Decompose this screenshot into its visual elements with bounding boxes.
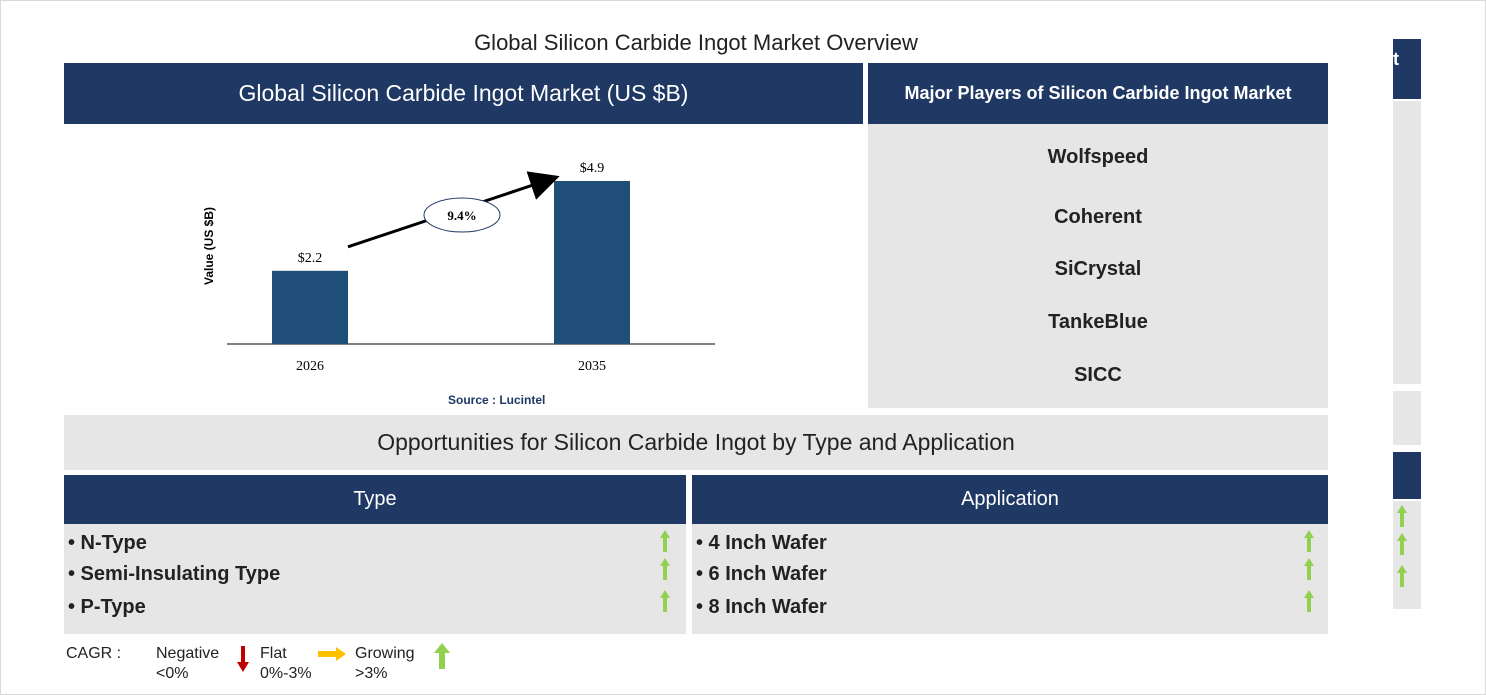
side-strip-header bbox=[1393, 452, 1421, 499]
application-list: • 4 Inch Wafer • 6 Inch Wafer • 8 Inch W… bbox=[692, 524, 1328, 634]
player-name: TankeBlue bbox=[1048, 311, 1148, 333]
negative-arrow-icon bbox=[237, 646, 249, 672]
player-name: Wolfspeed bbox=[1047, 146, 1149, 168]
legend-growing-label: Growing >3% bbox=[355, 644, 415, 684]
growing-arrow-icon bbox=[434, 643, 450, 669]
legend-flat-label: Flat 0%-3% bbox=[260, 644, 312, 684]
player-name: SICC bbox=[1074, 364, 1122, 386]
type-header: Type bbox=[64, 475, 686, 524]
chart-panel-header: Global Silicon Carbide Ingot Market (US … bbox=[64, 63, 863, 124]
type-item: • Semi-Insulating Type bbox=[68, 563, 281, 585]
legend-flat-range: 0%-3% bbox=[260, 665, 312, 682]
legend-growing-text: Growing bbox=[355, 645, 415, 662]
growing-arrow-icon bbox=[660, 590, 670, 612]
growing-arrow-icon bbox=[1304, 558, 1314, 580]
chart-source: Source : Lucintel bbox=[448, 393, 546, 407]
flat-arrow-icon bbox=[318, 647, 346, 661]
x-tick-label: 2026 bbox=[296, 359, 324, 374]
legend-growing-range: >3% bbox=[355, 665, 388, 682]
bar-2026 bbox=[272, 270, 348, 344]
type-list: • N-Type • Semi-Insulating Type • P-Type bbox=[64, 524, 686, 634]
growing-arrow-icon bbox=[660, 558, 670, 580]
x-tick-label: 2035 bbox=[578, 359, 606, 374]
data-label: $2.2 bbox=[298, 251, 323, 266]
players-list: Wolfspeed Coherent SiCrystal TankeBlue S… bbox=[868, 124, 1328, 408]
cagr-ellipse bbox=[423, 197, 501, 233]
side-strip-header-text: t bbox=[1393, 49, 1399, 69]
type-item: • N-Type bbox=[68, 532, 147, 554]
legend-negative-text: Negative bbox=[156, 645, 220, 662]
player-name: SiCrystal bbox=[1054, 258, 1142, 280]
cagr-label: 9.4% bbox=[447, 208, 476, 223]
legend-flat-text: Flat bbox=[260, 645, 287, 662]
growing-arrow-icon bbox=[660, 530, 670, 552]
data-label: $4.9 bbox=[580, 161, 605, 176]
application-item: • 6 Inch Wafer bbox=[696, 563, 827, 585]
application-header: Application bbox=[692, 475, 1328, 524]
growing-arrow-icon bbox=[1397, 505, 1407, 527]
legend-negative-label: Negative <0% bbox=[156, 644, 219, 684]
players-panel-header: Major Players of Silicon Carbide Ingot M… bbox=[868, 63, 1328, 124]
type-item: • P-Type bbox=[68, 596, 146, 618]
y-axis-label: Value (US $B) bbox=[202, 207, 216, 285]
application-item: • 4 Inch Wafer bbox=[696, 532, 827, 554]
bar-2035 bbox=[554, 181, 630, 344]
growing-arrow-icon bbox=[1397, 565, 1407, 587]
side-strip-panel bbox=[1393, 391, 1421, 445]
page-title: Global Silicon Carbide Ingot Market Over… bbox=[474, 30, 918, 55]
application-item: • 8 Inch Wafer bbox=[696, 596, 827, 618]
side-strip-panel bbox=[1393, 501, 1421, 609]
legend-cagr-label: CAGR : bbox=[66, 645, 122, 662]
side-strip-panel bbox=[1393, 101, 1421, 384]
growing-arrow-icon bbox=[1397, 533, 1407, 555]
opportunities-title: Opportunities for Silicon Carbide Ingot … bbox=[64, 415, 1328, 470]
growing-arrow-icon bbox=[1304, 530, 1314, 552]
side-strip-header: t bbox=[1393, 39, 1421, 99]
legend-negative-range: <0% bbox=[156, 665, 189, 682]
player-name: Coherent bbox=[1054, 206, 1142, 228]
growing-arrow-icon bbox=[1304, 590, 1314, 612]
market-bar-chart: $2.2 2026 $4.9 2035 Value (US $B) 9.4% bbox=[202, 161, 715, 374]
